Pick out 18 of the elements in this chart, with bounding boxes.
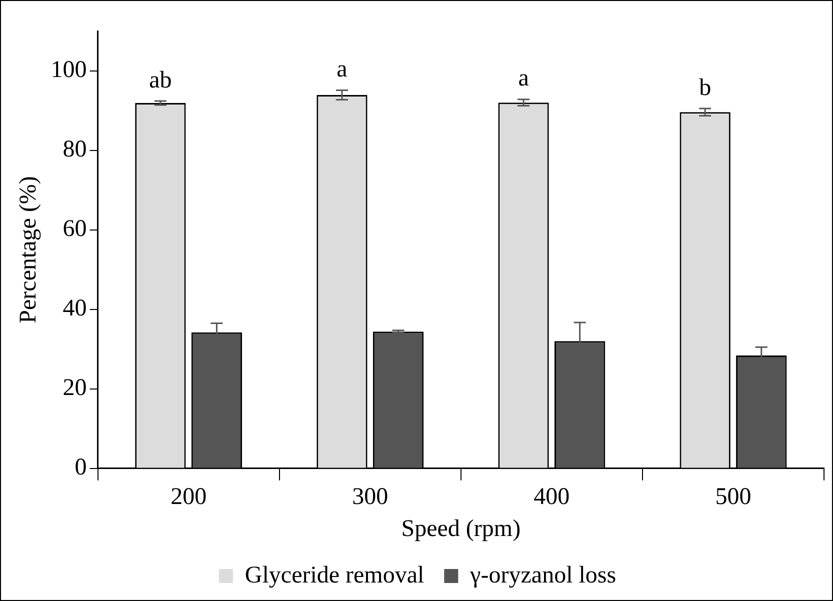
x-axis-title: Speed (rpm) <box>401 516 521 542</box>
annotation: b <box>699 74 712 101</box>
x-tick-label: 400 <box>534 484 570 510</box>
x-tick-label: 200 <box>170 484 207 510</box>
x-tick-label: 300 <box>352 484 388 510</box>
y-axis-title: Percentage (%) <box>16 176 42 324</box>
y-tick-label: 80 <box>62 136 87 163</box>
x-tick-label: 500 <box>715 484 752 510</box>
y-tick-label: 20 <box>62 375 87 402</box>
annotation: a <box>518 66 530 92</box>
y-tick-label: 0 <box>74 454 87 481</box>
y-tick-label: 100 <box>50 57 87 84</box>
y-tick-label: 60 <box>62 216 87 242</box>
annotation: a <box>336 56 348 83</box>
legend-label: γ-oryzanol loss <box>469 562 616 588</box>
y-tick-label: 40 <box>62 296 87 322</box>
annotation: ab <box>149 67 172 94</box>
legend-label: Glyceride removal <box>244 562 424 588</box>
